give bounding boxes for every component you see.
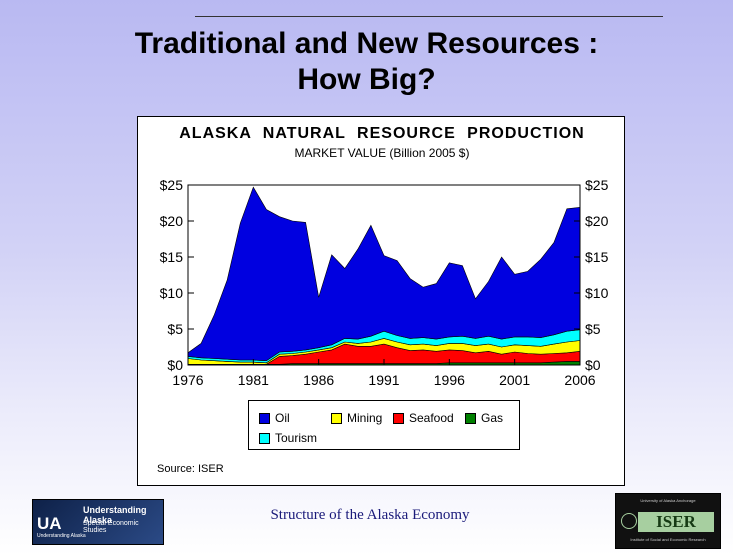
ua-logo-line-3: Understanding Alaska <box>37 533 86 539</box>
legend-label: Seafood <box>409 411 454 425</box>
legend-item-gas: Gas <box>465 411 503 425</box>
legend-item-mining: Mining <box>331 411 382 425</box>
legend-item-seafood: Seafood <box>393 411 454 425</box>
y-tick-label-left: $10 <box>160 285 184 301</box>
slide-title: Traditional and New Resources : How Big? <box>0 26 733 98</box>
x-tick-label: 1996 <box>434 372 465 388</box>
legend-item-oil: Oil <box>259 411 290 425</box>
y-tick-label-left: $0 <box>167 357 183 373</box>
chart-subtitle: MARKET VALUE (Billion 2005 $) <box>294 146 470 160</box>
y-tick-label-right: $0 <box>585 357 601 373</box>
iser-seal-icon <box>621 513 637 529</box>
y-tick-label-left: $5 <box>167 321 183 337</box>
chart-panel: ALASKA NATURAL RESOURCE PRODUCTION MARKE… <box>137 116 625 486</box>
legend-swatch <box>259 432 270 444</box>
y-tick-label-right: $20 <box>585 213 609 229</box>
y-tick-label-left: $15 <box>160 249 184 265</box>
top-rule <box>195 16 663 17</box>
slide-title-line-2: How Big? <box>297 63 436 96</box>
legend-swatch <box>393 412 404 424</box>
iser-logo-top-text: University of Alaska Anchorage <box>640 498 696 503</box>
ua-logo-mark: UA <box>37 514 62 533</box>
legend-label: Mining <box>347 411 383 425</box>
legend-swatch <box>331 412 342 424</box>
iser-logo-word: ISER <box>638 512 714 532</box>
x-tick-label: 1991 <box>368 372 399 388</box>
x-tick-label: 1986 <box>303 372 334 388</box>
x-tick-label: 2001 <box>499 372 530 388</box>
y-tick-label-left: $20 <box>160 213 184 229</box>
ua-logo: UA Understanding Alaska Special Economic… <box>32 499 164 545</box>
x-tick-label: 1976 <box>172 372 203 388</box>
legend-swatch <box>465 412 476 424</box>
x-tick-label: 1981 <box>238 372 269 388</box>
y-tick-label-left: $25 <box>160 177 184 193</box>
ua-logo-line-2: Special Economic Studies <box>83 520 139 534</box>
chart-title: ALASKA NATURAL RESOURCE PRODUCTION <box>179 125 585 142</box>
y-tick-label-right: $25 <box>585 177 609 193</box>
ua-logo-line-1: Understanding Alaska <box>83 505 147 525</box>
y-tick-label-right: $15 <box>585 249 609 265</box>
x-tick-label: 2006 <box>564 372 595 388</box>
chart-legend: Oil Mining Seafood Gas Tourism <box>248 400 520 450</box>
iser-logo-bottom-text: Institute of Social and Economic Researc… <box>630 537 706 542</box>
chart-plot: $0 $0 $5 $5 $10 $10 $15 $15 $20 $20 $25 $25 1976 1981… <box>160 177 609 388</box>
y-tick-label-right: $10 <box>585 285 609 301</box>
chart-source: Source: ISER <box>157 463 224 475</box>
legend-item-tourism: Tourism <box>259 431 317 445</box>
slide-title-line-1: Traditional and New Resources : <box>134 27 599 60</box>
legend-label: Oil <box>275 411 290 425</box>
legend-swatch <box>259 412 270 424</box>
y-tick-label-right: $5 <box>585 321 601 337</box>
footer-text: Structure of the Alaska Economy <box>270 507 470 523</box>
iser-logo: University of Alaska Anchorage ISER Inst… <box>615 493 721 549</box>
legend-label: Tourism <box>275 431 318 445</box>
legend-label: Gas <box>481 411 504 425</box>
